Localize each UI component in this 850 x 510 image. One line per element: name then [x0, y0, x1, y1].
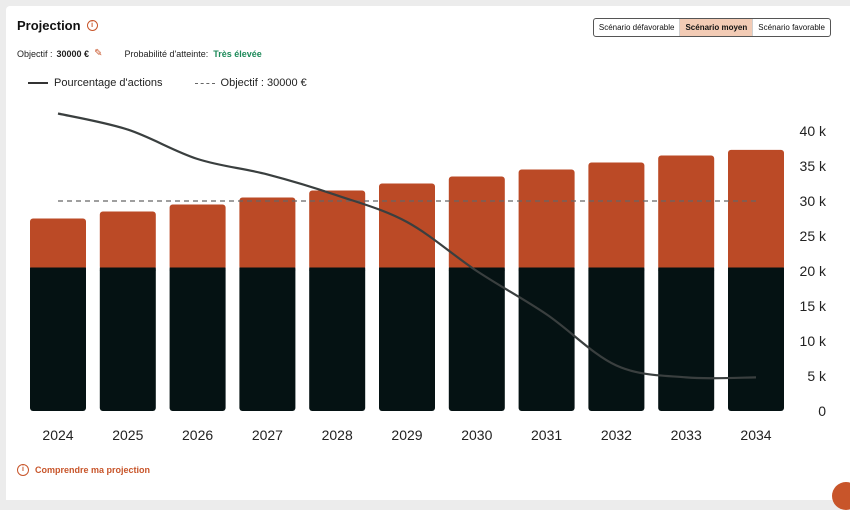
bar-gain-2030	[448, 176, 505, 270]
title-row: Projection i	[17, 18, 98, 33]
bar-gain-2031	[518, 169, 575, 270]
bar-base-join-2026	[169, 267, 226, 271]
info-icon[interactable]: i	[86, 20, 98, 31]
bar-base-join-2027	[239, 267, 296, 271]
bar-base-join-2032	[588, 267, 645, 271]
bar-base-2024	[30, 267, 86, 411]
bar-gain-2033	[658, 155, 715, 270]
bar-base-join-2024	[30, 267, 86, 271]
bar-base-2029	[379, 267, 435, 411]
scenario-selector: Scénario défavorable Scénario moyen Scén…	[592, 18, 831, 37]
bar-gain-2029	[379, 183, 435, 270]
x-tick-label: 2025	[112, 427, 143, 443]
legend-label-line: Pourcentage d'actions	[54, 77, 163, 89]
bar-gain-2034	[728, 149, 784, 270]
legend-swatch-line	[28, 82, 48, 84]
bar-gain-2032	[588, 162, 645, 270]
bar-base-2032	[588, 267, 645, 411]
bar-base-2034	[728, 267, 784, 411]
x-tick-label: 2031	[531, 427, 562, 443]
y-tick-label: 0	[818, 403, 826, 419]
bar-base-2028	[309, 267, 366, 411]
line-pourcentage-actions	[57, 112, 757, 380]
y-tick-label: 5 k	[807, 368, 827, 384]
bar-gain-2026	[169, 204, 226, 270]
scenario-unfavorable-button[interactable]: Scénario défavorable	[594, 19, 681, 36]
bar-base-join-2030	[448, 267, 505, 271]
bar-gain-2025	[99, 211, 156, 270]
objective-label: Objectif :	[17, 48, 53, 59]
bar-base-2025	[99, 267, 156, 411]
bar-base-join-2029	[379, 267, 435, 271]
bar-gain-2024	[30, 218, 86, 270]
bar-base-join-2033	[658, 267, 715, 271]
bar-base-join-2028	[309, 267, 366, 271]
objective-row: Objectif : 30000 € ✎ Probabilité d'attei…	[17, 48, 262, 59]
legend-item-objective: Objectif : 30000 €	[194, 77, 307, 89]
x-tick-label: 2027	[252, 427, 283, 443]
bar-base-join-2034	[728, 267, 784, 271]
page-title: Projection	[17, 18, 81, 33]
legend-item-line: Pourcentage d'actions	[28, 77, 163, 89]
x-tick-label: 2034	[740, 427, 771, 443]
x-tick-label: 2028	[322, 427, 353, 443]
understand-projection-link[interactable]: i Comprendre ma projection	[17, 464, 150, 476]
x-tick-label: 2032	[601, 427, 632, 443]
probability-label: Probabilité d'atteinte:	[124, 48, 209, 59]
bar-base-2027	[239, 267, 296, 411]
info-circle-icon: i	[17, 464, 29, 476]
scenario-favorable-button[interactable]: Scénario favorable	[758, 23, 825, 32]
x-tick-label: 2029	[391, 427, 422, 443]
legend-label-objective: Objectif : 30000 €	[220, 77, 307, 89]
bar-base-2033	[658, 267, 715, 411]
pencil-icon[interactable]: ✎	[94, 48, 103, 59]
y-tick-label: 20 k	[800, 263, 827, 279]
y-tick-label: 10 k	[800, 333, 827, 349]
bar-base-join-2025	[99, 267, 156, 271]
bar-base-join-2031	[518, 267, 575, 271]
chart-legend: Pourcentage d'actions Objectif : 30000 €	[28, 77, 339, 89]
bar-base-2031	[518, 267, 575, 411]
bar-base-2030	[448, 267, 505, 411]
x-tick-label: 2024	[42, 427, 73, 443]
bar-gain-2028	[309, 190, 366, 270]
y-tick-label: 15 k	[800, 298, 827, 314]
x-tick-label: 2030	[461, 427, 492, 443]
legend-swatch-objective	[194, 82, 215, 84]
bar-gain-2027	[239, 197, 296, 270]
x-tick-label: 2026	[182, 427, 213, 443]
understand-projection-label: Comprendre ma projection	[35, 465, 151, 475]
y-tick-label: 25 k	[800, 228, 827, 244]
y-tick-label: 35 k	[800, 158, 827, 174]
scenario-average-button[interactable]: Scénario moyen	[680, 19, 754, 36]
y-tick-label: 40 k	[800, 123, 827, 139]
x-tick-label: 2033	[671, 427, 702, 443]
y-tick-label: 30 k	[800, 193, 827, 209]
objective-value: 30000 €	[56, 48, 90, 59]
probability-value: Très élevée	[213, 48, 262, 59]
bar-base-2026	[169, 267, 226, 411]
chat-icon[interactable]	[832, 482, 850, 510]
